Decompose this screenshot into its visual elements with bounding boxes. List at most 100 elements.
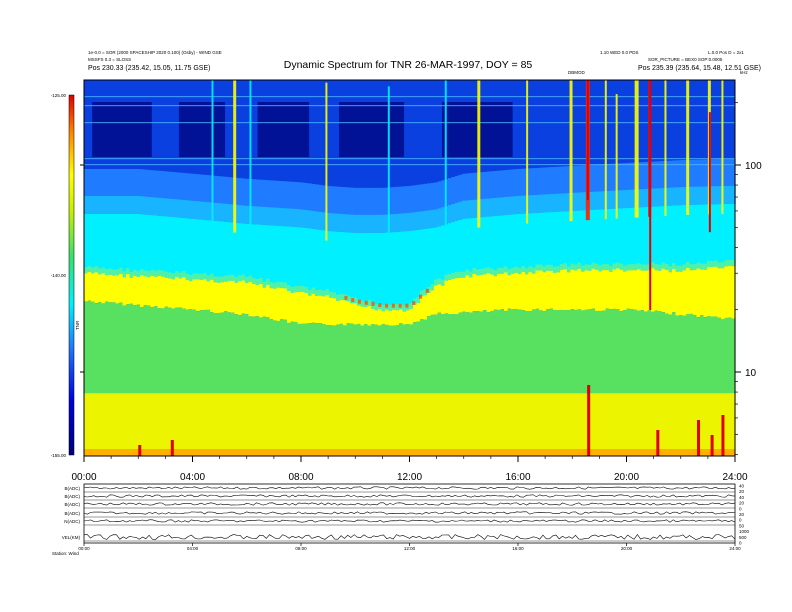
spectrum-column <box>581 165 586 456</box>
spectrum-column <box>91 168 96 456</box>
spectrum-column <box>133 168 138 456</box>
spectrum-column <box>640 162 645 456</box>
spectrum-column <box>542 167 547 456</box>
spectrum-column <box>654 161 659 456</box>
spectrum-burst <box>444 80 447 235</box>
spectrum-column <box>357 187 362 456</box>
spectrum-column <box>605 164 610 456</box>
colorbar-top-label: -125.00 <box>51 93 67 98</box>
x-tick-label: 24:00 <box>722 472 747 483</box>
spectrum-column <box>539 167 544 456</box>
spectrum-column <box>227 177 232 456</box>
spectrum-column <box>703 159 708 456</box>
spectrum-column <box>308 183 313 456</box>
bottom-row-label: VEL(KM) <box>62 535 81 540</box>
spectrum-column <box>497 170 502 456</box>
spectrum-column <box>472 172 477 456</box>
spectrum-dark-patch <box>178 102 226 157</box>
spectrum-column <box>567 166 572 456</box>
spectrum-column <box>126 168 131 456</box>
spectrum-burst <box>721 80 724 215</box>
spectrum-column <box>374 187 379 456</box>
spectrum-column <box>231 177 236 456</box>
spectrum-column <box>724 158 729 456</box>
spectrum-column <box>511 169 516 456</box>
spectrum-column <box>731 158 736 456</box>
spectrum-column <box>479 172 484 456</box>
spectrum-low-spike <box>138 445 142 456</box>
spectrum-column <box>238 178 243 456</box>
spectrum-column <box>315 184 320 456</box>
spectrum-dark-patch <box>257 102 310 157</box>
spectrum-hot-spot <box>405 303 409 308</box>
bottom-trace <box>83 502 736 506</box>
spectrum-column <box>700 159 705 456</box>
spectrum-burst <box>249 80 252 234</box>
chart-title: Dynamic Spectrum for TNR 26-MAR-1997, DO… <box>284 59 533 71</box>
spectrum-column <box>630 162 635 456</box>
spectrum-column <box>203 174 208 456</box>
spectrum-column <box>486 171 491 456</box>
spectrum-column <box>675 160 680 456</box>
colorbar-bottom-label: -155.00 <box>51 453 67 458</box>
spectrum-burst <box>615 94 618 219</box>
header-right-line1: L.0.0 Pos D = 2x1 <box>708 50 744 55</box>
spectrum-column <box>399 186 404 456</box>
y-axis: 100 10 <box>80 102 762 455</box>
bottom-trace <box>83 533 736 540</box>
spectrum-column <box>245 178 250 456</box>
spectrum-column <box>154 170 159 456</box>
spectrum-line <box>84 96 735 98</box>
spectrum-column <box>434 182 439 456</box>
spectrum-burst <box>211 80 214 231</box>
spectrum-burst <box>686 80 690 215</box>
spectrum-column <box>595 164 600 456</box>
bottom-right-tick-label: 0 <box>739 518 742 523</box>
spectrum-column <box>136 168 141 456</box>
spectrum-line <box>84 105 735 107</box>
spectrum-column <box>427 183 432 456</box>
spectrum-column <box>224 176 229 456</box>
spectrum-burst-core <box>649 80 652 310</box>
bottom-row-label: B(ADC) <box>65 494 81 499</box>
spectrum-column <box>346 187 351 456</box>
spectrum-column <box>252 179 257 456</box>
spectrum-column <box>378 187 383 456</box>
spectrum-column <box>105 168 110 456</box>
bottom-row-label: N(ADC) <box>64 519 80 524</box>
spectrum-column <box>455 175 460 456</box>
spectrum-column <box>164 171 169 456</box>
spectrum-column <box>658 161 663 456</box>
spectrum-dark-patch <box>338 102 405 157</box>
spectrum-column <box>465 173 470 456</box>
spectrum-column <box>287 181 292 456</box>
spectrum-column <box>350 187 355 456</box>
spectrum-column <box>710 159 715 456</box>
colorbar-mid-label: -140.00 <box>51 273 67 278</box>
spectrum-column <box>94 168 99 456</box>
spectrum-column <box>325 185 330 456</box>
header-left-line3: Pos 230.33 (235.42, 15.05, 11.75 GSE) <box>88 65 210 72</box>
spectrum-burst <box>477 80 481 228</box>
spectrum-column <box>553 166 558 456</box>
spectrum-column <box>234 177 239 456</box>
spectrum-column <box>388 187 393 456</box>
spectrum-column <box>406 186 411 456</box>
spectrum-column <box>714 159 719 456</box>
bottom-x-tick-label: 16:00 <box>512 546 524 551</box>
spectrum-column <box>119 168 124 456</box>
spectrum-burst <box>233 80 237 233</box>
spectrum-hot-spot <box>418 294 422 299</box>
spectrum-column <box>322 185 327 456</box>
spectrum-column <box>616 163 621 456</box>
bottom-right-tick-label: 20 <box>739 489 745 494</box>
header-left-line1: 1e-0.0 = SOR (2000 SPACESHIP 2020 0.100)… <box>88 50 222 55</box>
spectrum-column <box>392 187 397 456</box>
bottom-x-tick-label: 00:00 <box>78 546 90 551</box>
spectrum-column <box>185 173 190 456</box>
spectrum-hot-spot <box>425 288 429 293</box>
bottom-parameter-panel: B(ADC)B(ADC)B(ADC)B(ADC)N(ADC)VEL(KM)402… <box>62 484 750 552</box>
bottom-x-tick-label: 12:00 <box>404 546 416 551</box>
bottom-right-tick-label: 0 <box>739 541 742 546</box>
spectrum-column <box>413 185 418 456</box>
